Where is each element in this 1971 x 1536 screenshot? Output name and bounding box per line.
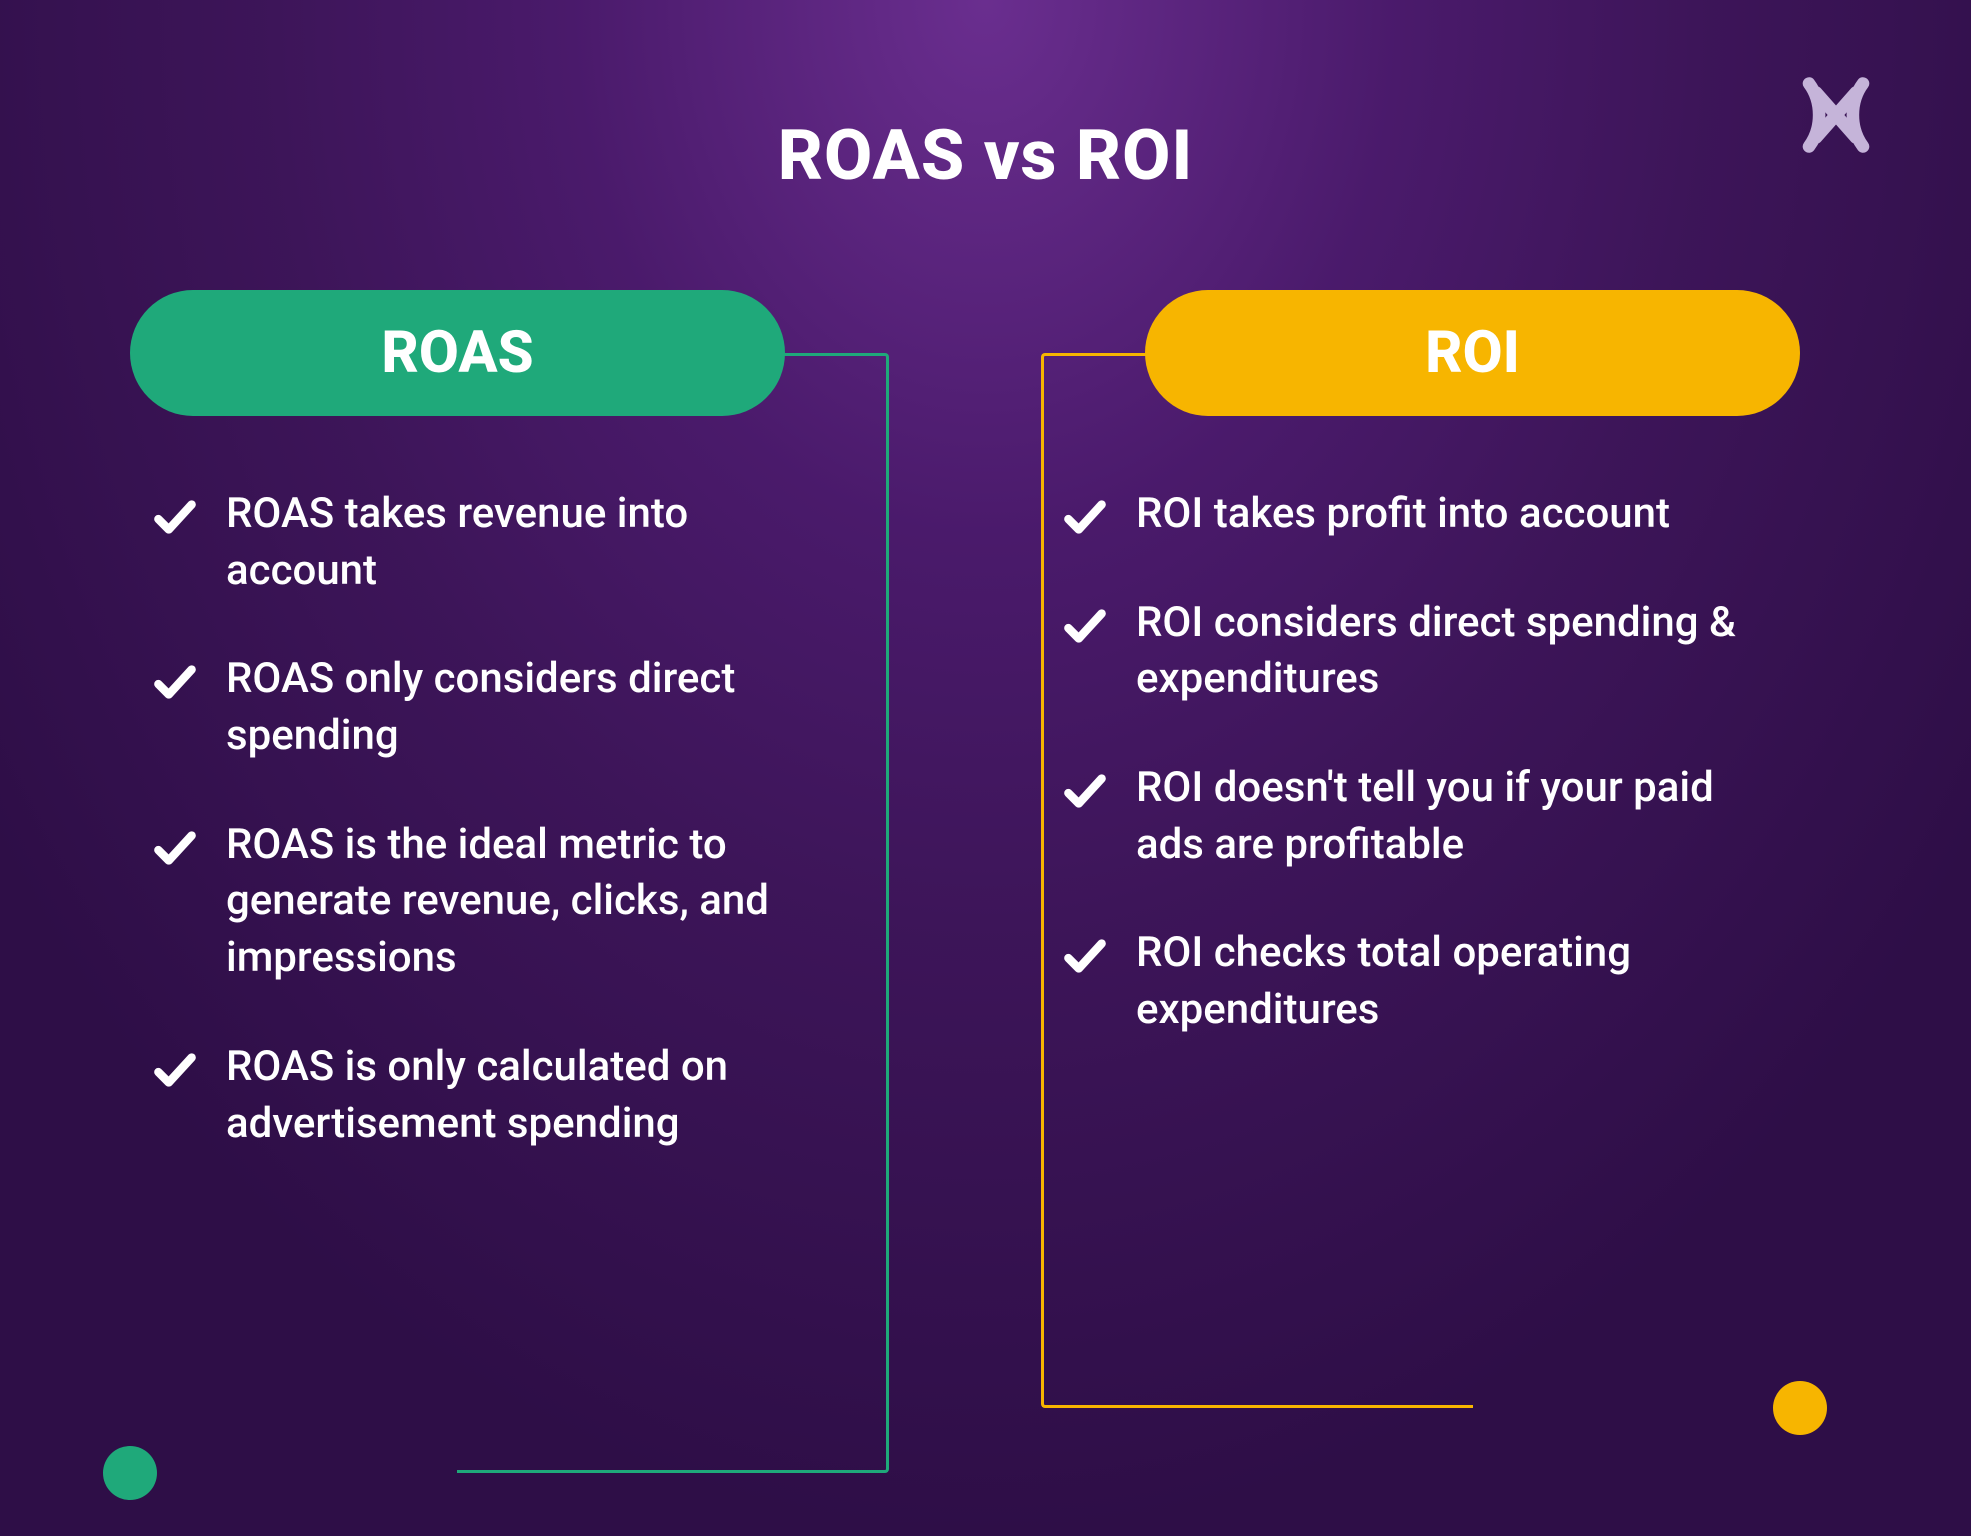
list-item: ROAS is the ideal metric to generate rev… [150,817,890,987]
frame-dot-roi [1773,1381,1827,1435]
check-icon [150,823,200,873]
list-item: ROAS is only calculated on advertisement… [150,1039,890,1152]
list-item: ROI considers direct spending & expendit… [1060,595,1800,708]
list-item-text: ROAS is the ideal metric to generate rev… [226,817,846,987]
list-item: ROAS only considers direct spending [150,651,890,764]
list-item-text: ROAS is only calculated on advertisement… [226,1039,846,1152]
list-item-text: ROI considers direct spending & expendit… [1136,595,1756,708]
check-icon [150,1045,200,1095]
list-item: ROI takes profit into account [1060,486,1800,543]
column-roi: ROI ROI takes profit into account ROI con… [1040,290,1800,1091]
list-item-text: ROI doesn't tell you if your paid ads ar… [1136,760,1756,873]
infographic-canvas: ROAS vs ROI ROAS ROAS takes revenue into… [0,0,1971,1536]
list-item-text: ROAS only considers direct spending [226,651,846,764]
check-icon [1060,931,1110,981]
check-icon [1060,492,1110,542]
list-item-text: ROI checks total operating expenditures [1136,925,1756,1038]
column-header-roi: ROI [1145,290,1800,416]
check-icon [150,492,200,542]
column-items-roi: ROI takes profit into account ROI conside… [1040,486,1800,1039]
brand-logo-icon [1791,70,1881,160]
column-items-roas: ROAS takes revenue into account ROAS only… [130,486,890,1152]
column-header-label: ROI [1425,319,1520,387]
check-icon [1060,766,1110,816]
comparison-columns: ROAS ROAS takes revenue into accountROAS… [0,290,1971,1536]
list-item: ROAS takes revenue into account [150,486,890,599]
list-item-text: ROAS takes revenue into account [226,486,846,599]
list-item: ROI checks total operating expenditures [1060,925,1800,1038]
list-item-text: ROI takes profit into account [1136,486,1670,543]
list-item: ROI doesn't tell you if your paid ads ar… [1060,760,1800,873]
check-icon [150,657,200,707]
column-roas: ROAS ROAS takes revenue into accountROAS… [130,290,890,1204]
page-title: ROAS vs ROI [778,115,1194,197]
column-header-roas: ROAS [130,290,785,416]
frame-dot-roas [103,1446,157,1500]
column-header-label: ROAS [381,319,533,387]
check-icon [1060,601,1110,651]
